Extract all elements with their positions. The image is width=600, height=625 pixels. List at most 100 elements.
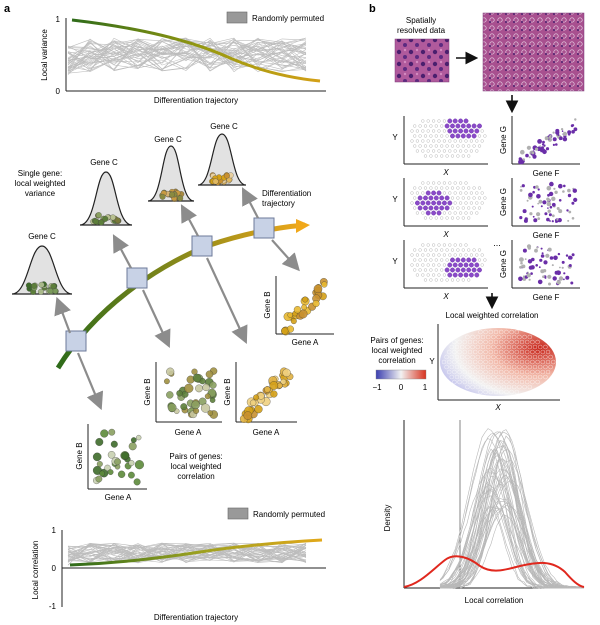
gene-scatter-point [571,217,575,220]
spatial-spot [477,196,482,200]
gene-scatter-point [562,131,568,136]
single-gene-caption-line2: local weighted [15,179,66,188]
spatial-spot [429,248,433,252]
spatial-spot [429,134,433,138]
pair-caption-a-line3: correlation [177,472,214,481]
heatmap-spot [483,349,488,355]
gene-scatter-point [537,217,541,221]
gene-scatter-point [551,196,556,201]
heatmap-spot [509,349,514,355]
spatial-spot [432,181,436,185]
heatmap-spot [514,369,520,375]
heatmap-spot [462,359,468,365]
spatial-spot [410,253,414,257]
scatter-point [270,390,278,398]
arrow-box2-to-genec [112,234,132,269]
heatmap-spot [472,369,478,375]
spatial-spot [437,263,441,267]
heatmap-spot [475,354,481,360]
heatmap-spot [488,349,494,355]
scatter4-points [281,278,328,336]
spatial-spot [480,253,484,257]
gene-scatter-point [518,276,523,282]
gene-scatter-point [568,210,572,214]
spatial-spot [426,139,430,143]
bell-dot [114,217,121,224]
spatial-spot [429,186,433,190]
scatter-point [313,284,323,294]
heatmap-spot [480,344,486,350]
scatter-point [100,429,109,438]
spatial-spot [450,123,455,129]
heatmap-spot [504,379,509,385]
density-xlabel: Local correlation [465,596,524,605]
spatial-spot [439,195,445,201]
gene-scatter-point [544,136,549,141]
spatial-spot [415,129,419,133]
permuted-variance-line [67,37,307,61]
gene-scatter-point [540,247,543,250]
spatial-spot [432,149,436,153]
heatmap-spot [519,379,525,385]
permuted-variance-lines [67,37,307,75]
heatmap-spot [517,384,522,390]
gene-scatter-point [568,255,572,260]
variance-ytick-0: 0 [56,87,61,96]
spatial-spot [426,119,430,123]
scatter-point [254,405,263,414]
spatial-spot [466,257,472,263]
gene-scatter-2: Gene A Gene B [143,362,222,437]
gene-scatter-point [537,202,540,205]
gene-scatter-point [549,205,553,209]
heatmap-spot [530,359,535,365]
gene-scatter-point [552,131,555,134]
heatmap-spot [514,329,520,335]
scatter-point [128,471,135,479]
heatmap-spot [514,359,520,365]
heatmap-spot [457,369,462,375]
heatmap-spot [522,334,527,340]
spatial-spot [429,216,433,220]
spatial-spot [459,253,463,257]
heatmap-spot [524,359,530,365]
gene-scatter-point [555,130,560,135]
heatmap-spot [470,384,475,390]
heatmap-y-label: Y [429,357,435,366]
arrow-box1-to-scatter [76,352,104,411]
gene-scatter-point [565,275,570,280]
scatter-point [207,410,214,416]
heatmap-spot [509,359,514,365]
heatmap-spot [530,379,535,385]
spatial-spot [442,263,446,267]
corr-xlabel: Differentiation trajectory [154,613,238,622]
heatmap-spot [543,374,548,380]
spatial-spot [410,191,414,195]
heatmap-spot [493,359,499,365]
spatial-spot [464,211,468,215]
heatmap-spot [506,374,512,380]
scatter-point [134,460,144,470]
scatter3-xlabel: Gene A [253,428,280,437]
spatial-spot [461,216,465,220]
spatial-spot [477,248,482,252]
spatial-spot [466,133,472,139]
spatial-spot [425,190,431,196]
gene-scatter-point [572,188,577,193]
spatial-spot [437,129,441,133]
heatmap-spot [485,344,491,350]
spatial-spot [447,262,453,268]
heatmap-spot [511,364,517,370]
row3-x-label: X [442,292,449,301]
scatter-point [167,403,177,412]
spatial-spot [429,144,433,148]
spatial-spot [453,139,457,143]
row3-spot-grid [410,243,487,282]
gene-scatter-point [532,190,535,194]
spatial-spot [434,124,438,128]
heatmap-spot [514,379,520,385]
row1-y-label: Y [392,133,398,142]
gene-scatter-point [558,209,563,214]
gene-scatter-3: Gene A Gene B [223,362,297,437]
trajectory-label-line1: Differentiation [262,189,311,198]
spatial-spot [440,186,444,190]
